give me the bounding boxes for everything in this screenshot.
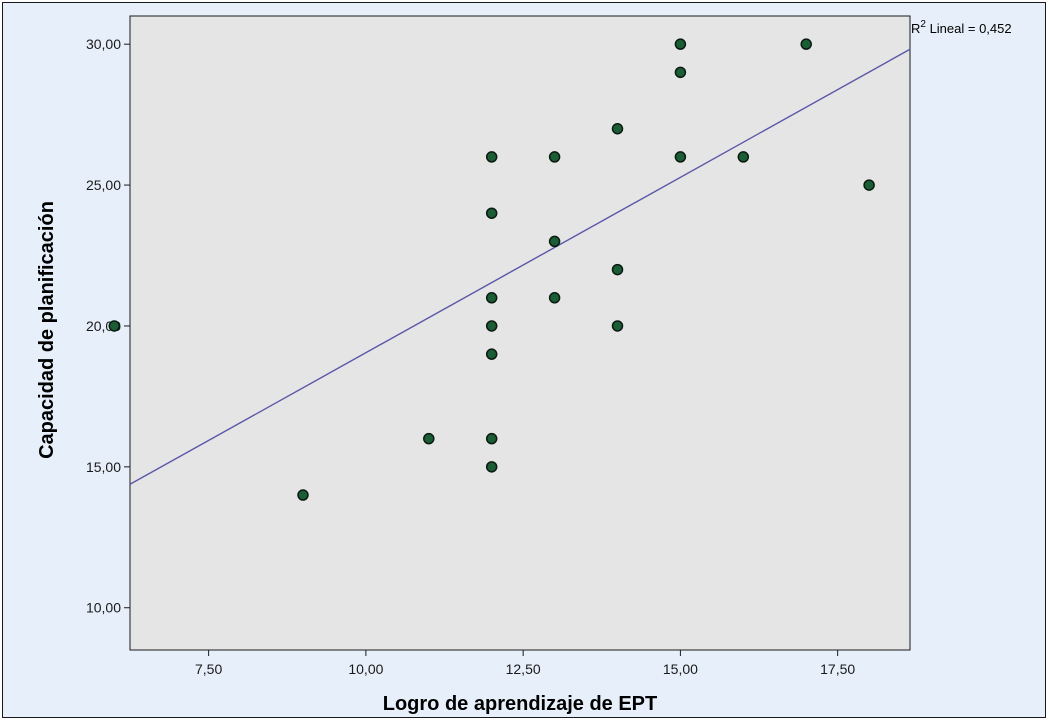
data-point: [485, 207, 498, 219]
plot-area: [129, 15, 911, 651]
y-tick-label: 30,00: [86, 36, 121, 52]
data-point: [548, 235, 561, 248]
x-tick-label: 7,50: [195, 661, 222, 677]
x-tick-label: 10,00: [348, 661, 383, 677]
data-point: [548, 292, 561, 304]
data-points: [108, 38, 875, 501]
data-point: [674, 151, 687, 163]
x-tick-label: 15,00: [663, 661, 698, 677]
data-point: [108, 320, 121, 332]
x-tick-label: 17,50: [820, 661, 855, 677]
y-tick-label: 15,00: [86, 459, 121, 475]
data-point: [297, 489, 309, 501]
x-axis: 7,50 10,00 12,50 15,00 17,50: [195, 650, 855, 677]
data-point: [737, 151, 750, 163]
linear-fit-line: [129, 48, 911, 485]
data-point: [485, 432, 498, 445]
data-point: [611, 320, 624, 332]
data-point: [674, 38, 687, 50]
data-point: [485, 292, 498, 304]
data-point: [485, 151, 498, 163]
data-point: [800, 38, 812, 50]
data-point: [485, 348, 498, 360]
data-point: [863, 179, 875, 191]
data-point: [485, 320, 498, 332]
data-point: [423, 432, 435, 445]
y-tick-label: 10,00: [86, 600, 121, 616]
data-point: [611, 263, 624, 276]
r2-label: R2 Lineal = 0,452: [911, 19, 1012, 36]
data-point: [548, 151, 561, 163]
y-tick-label: 25,00: [86, 177, 121, 193]
x-axis-title: Logro de aprendizaje de EPT: [383, 693, 658, 715]
data-point: [611, 122, 624, 135]
data-point: [674, 66, 687, 79]
y-axis-title: Capacidad de planificación: [36, 201, 58, 459]
data-point: [485, 461, 498, 473]
x-tick-label: 12,50: [506, 661, 541, 677]
